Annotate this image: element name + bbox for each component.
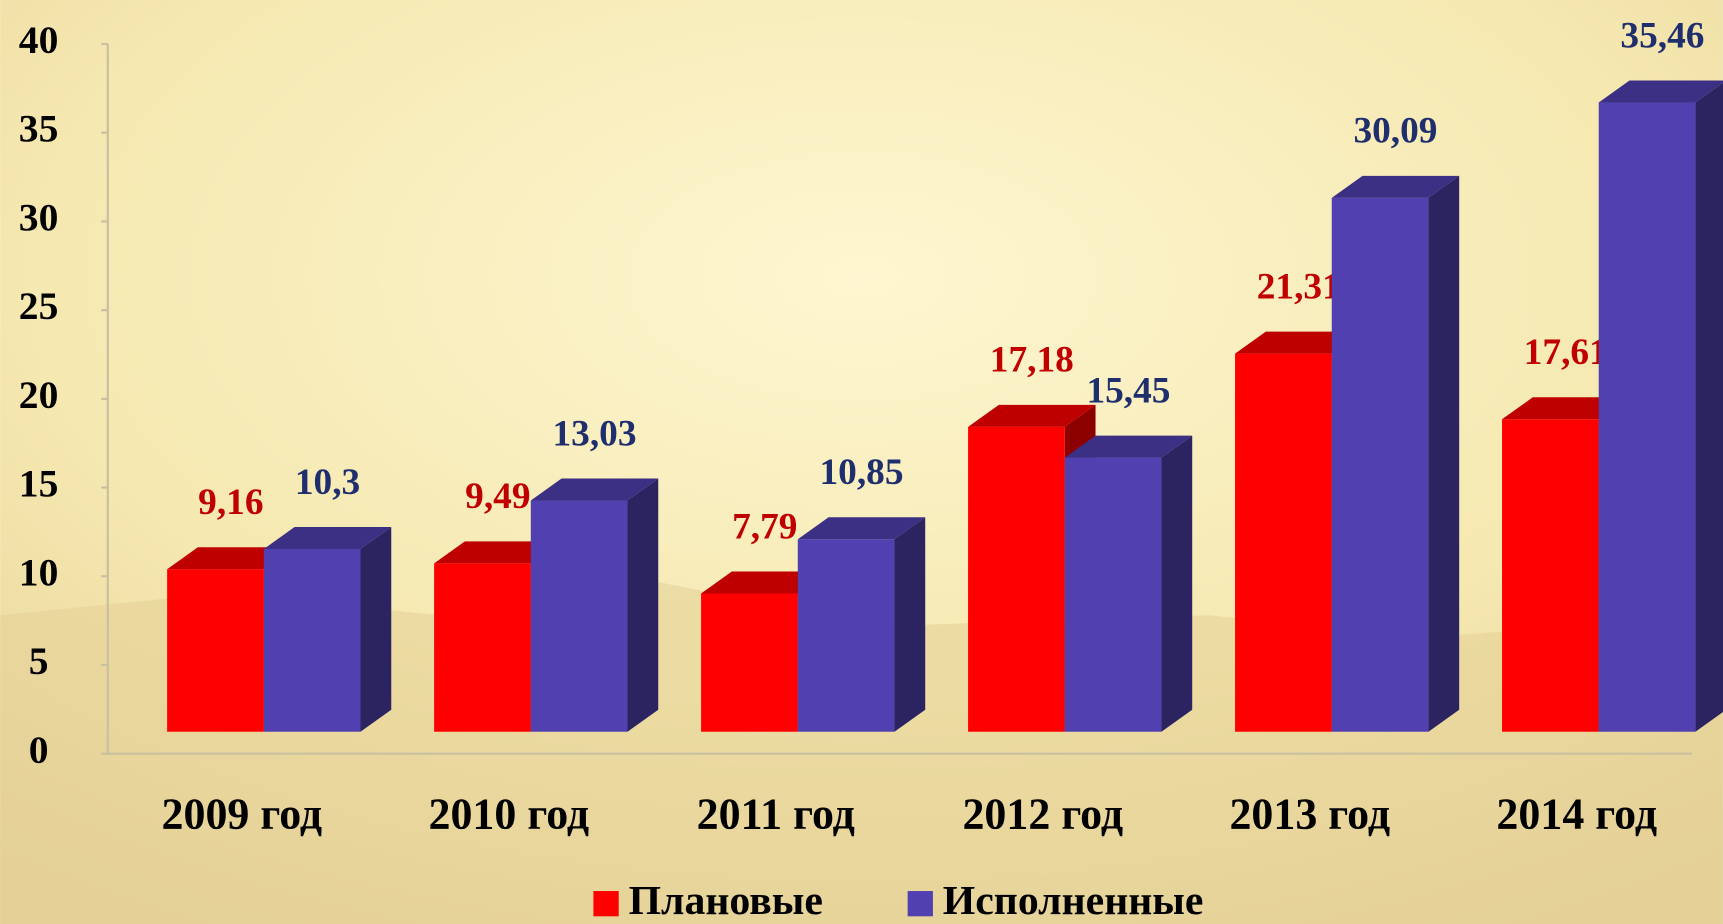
value-label: 13,03 xyxy=(553,413,637,454)
bar-3d xyxy=(797,517,926,732)
legend-swatch xyxy=(593,891,619,917)
bar xyxy=(530,500,628,732)
bar-top xyxy=(968,404,1096,427)
bar xyxy=(1064,457,1162,732)
bar-top xyxy=(1235,331,1363,354)
bar xyxy=(701,593,798,732)
x-tick-label: 2011 год xyxy=(697,790,855,839)
y-tick-label: 10 xyxy=(19,550,59,594)
bar xyxy=(968,426,1065,732)
y-tick-label: 40 xyxy=(19,18,59,62)
bar xyxy=(1598,102,1696,732)
bar xyxy=(263,548,361,732)
bar-top xyxy=(1598,80,1723,103)
y-tick-label: 30 xyxy=(19,195,59,239)
legend-swatch xyxy=(907,891,933,917)
value-label: 7,79 xyxy=(732,506,797,547)
bar-top xyxy=(167,547,295,570)
bar-top xyxy=(1331,175,1460,198)
bar-top xyxy=(434,541,562,564)
bar xyxy=(167,569,264,732)
bar-3d xyxy=(530,478,659,732)
legend-label: Исполненные xyxy=(943,878,1204,924)
bar-top xyxy=(1502,397,1630,420)
y-tick-label: 0 xyxy=(29,728,49,772)
value-label: 30,09 xyxy=(1353,111,1437,152)
bar-3d xyxy=(263,526,392,732)
y-tick-label: 15 xyxy=(19,462,59,506)
x-tick-label: 2009 год xyxy=(162,790,323,839)
value-label: 9,16 xyxy=(198,482,263,523)
y-tick-label: 5 xyxy=(29,639,49,683)
bar-side xyxy=(627,478,659,732)
value-label: 21,31 xyxy=(1257,266,1341,307)
y-tick-label: 20 xyxy=(19,373,59,417)
value-label: 9,49 xyxy=(465,476,530,517)
bar-top xyxy=(530,478,659,501)
bar xyxy=(434,563,531,732)
value-label: 10,3 xyxy=(295,462,360,503)
value-label: 10,85 xyxy=(819,452,903,493)
bar xyxy=(1331,197,1429,732)
y-tick-label: 25 xyxy=(19,284,59,328)
legend-label: Плановые xyxy=(629,878,823,924)
bar-3d xyxy=(1064,435,1193,732)
bar-3d xyxy=(1331,175,1460,732)
bar-side xyxy=(1428,175,1460,732)
bar xyxy=(1502,419,1599,732)
bar-top xyxy=(263,526,392,549)
x-tick-label: 2010 год xyxy=(428,790,589,839)
value-label: 35,46 xyxy=(1620,15,1704,56)
x-tick-label: 2014 год xyxy=(1496,790,1657,839)
x-tick-label: 2013 год xyxy=(1229,790,1390,839)
x-tick-label: 2012 год xyxy=(962,790,1123,839)
bar-3d xyxy=(1598,80,1723,732)
bar-side xyxy=(1695,82,1723,732)
bar-top xyxy=(797,517,926,540)
bar-side xyxy=(1161,435,1193,732)
value-label: 17,61 xyxy=(1524,332,1608,373)
value-label: 17,18 xyxy=(990,340,1074,381)
bar-side xyxy=(360,526,392,732)
bar-side xyxy=(894,517,926,732)
bar xyxy=(797,539,895,732)
bar xyxy=(1235,353,1332,732)
y-tick-label: 35 xyxy=(19,107,59,151)
value-label: 15,45 xyxy=(1086,370,1170,411)
bar-top xyxy=(701,571,829,594)
bar-top xyxy=(1064,435,1193,458)
